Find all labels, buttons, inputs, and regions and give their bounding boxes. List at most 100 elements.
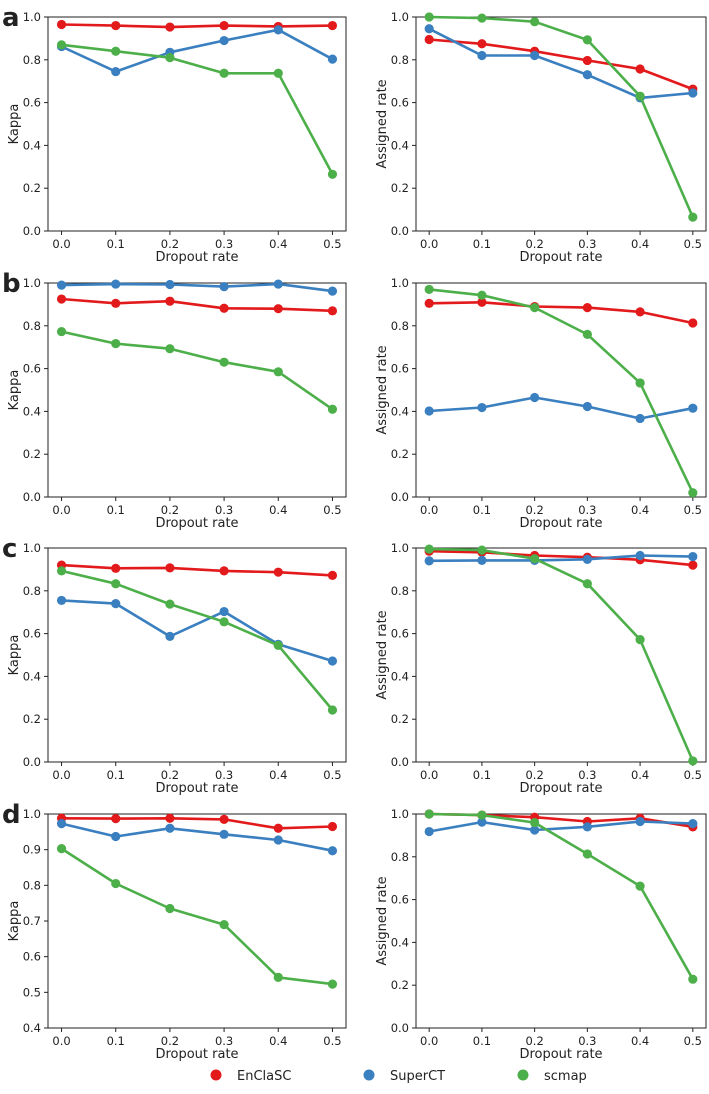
data-point-scmap — [688, 212, 698, 222]
x-tick-label: 0.2 — [161, 503, 179, 517]
y-tick-label: 0.2 — [391, 712, 409, 726]
chart-5: 0.0 0.2 0.4 0.6 0.8 1.0 0.0 0.1 0.2 0.3 0.4 0.5 Drop… — [7, 541, 347, 796]
y-tick-label: 0.0 — [391, 490, 409, 504]
series-enclasc — [424, 297, 698, 328]
data-point-superct — [477, 402, 487, 413]
data-point-scmap — [530, 817, 540, 828]
x-tick-label: 0.0 — [52, 768, 70, 782]
data-point-scmap — [530, 303, 540, 313]
series-line-superct — [60, 28, 334, 73]
x-axis-label: Dropout rate — [519, 516, 602, 531]
series-line-enclasc — [429, 300, 694, 325]
series-line-scmap — [429, 288, 694, 494]
y-tick-label: 0.2 — [23, 712, 41, 726]
y-tick-label: 0.2 — [391, 978, 409, 992]
x-tick-label: 0.1 — [473, 1034, 491, 1048]
series-superct — [424, 816, 698, 837]
y-tick-label: 0.8 — [391, 319, 409, 333]
data-point-scmap — [477, 810, 487, 820]
y-axis-label: Kappa — [7, 901, 22, 942]
plot-frame — [415, 547, 707, 763]
series-line-enclasc — [61, 297, 333, 313]
data-point-scmap — [273, 972, 283, 982]
data-point-scmap — [635, 634, 645, 645]
y-axis-label: Assigned rate — [375, 876, 390, 965]
data-point-superct — [327, 54, 338, 64]
plot-frame — [47, 813, 347, 1029]
y-tick-label: 0.0 — [391, 224, 409, 238]
y-tick-label: 1.0 — [391, 541, 409, 555]
y-tick-label: 0.4 — [391, 669, 409, 683]
x-tick-label: 0.3 — [578, 1034, 596, 1048]
data-point-scmap — [273, 68, 283, 78]
data-point-scmap — [327, 705, 338, 715]
y-tick-label: 0.6 — [23, 950, 41, 964]
x-axis-label: Dropout rate — [155, 516, 238, 531]
series-scmap — [424, 544, 698, 766]
x-tick-label: 0.1 — [107, 1034, 125, 1048]
legend-label-enclasc: EnClaSC — [237, 1069, 291, 1084]
legend-label-scmap: scmap — [544, 1069, 587, 1084]
data-point-scmap — [635, 378, 645, 388]
y-tick-label: 0.4 — [391, 138, 409, 152]
data-point-superct — [582, 822, 592, 832]
data-point-scmap — [688, 756, 698, 766]
data-point-superct — [219, 35, 229, 46]
data-point-scmap — [530, 554, 540, 564]
data-point-scmap — [165, 599, 175, 609]
series-line-enclasc — [61, 23, 333, 29]
y-tick-label: 0.0 — [23, 755, 41, 769]
plot-frame — [47, 282, 347, 498]
panel-letters: a b c d — [2, 3, 21, 830]
x-axis-label: Dropout rate — [519, 250, 602, 265]
data-point-scmap — [688, 488, 698, 498]
x-axis-label: Dropout rate — [155, 1047, 238, 1062]
legend-marker-scmap — [517, 1069, 529, 1081]
data-point-enclasc — [111, 814, 121, 824]
legend-item-enclasc: EnClaSC — [210, 1069, 291, 1084]
series-line-enclasc — [61, 816, 333, 830]
series-line-superct — [61, 822, 333, 852]
data-point-scmap — [165, 344, 175, 354]
data-point-scmap — [582, 35, 592, 45]
data-point-superct — [477, 555, 487, 566]
y-axis-label: Kappa — [7, 635, 22, 676]
y-tick-label: 0.4 — [23, 404, 41, 418]
x-tick-label: 0.5 — [684, 768, 702, 782]
data-point-scmap — [424, 544, 434, 554]
data-point-superct — [111, 66, 121, 77]
y-tick-label: 0.4 — [23, 1021, 41, 1035]
x-tick-label: 0.2 — [525, 768, 543, 782]
data-point-superct — [165, 823, 175, 833]
x-tick-label: 0.3 — [578, 237, 596, 251]
data-point-scmap — [688, 974, 698, 984]
data-point-superct — [688, 551, 698, 562]
data-point-enclasc — [688, 318, 698, 328]
data-point-superct — [219, 282, 229, 292]
series-line-scmap — [429, 547, 694, 762]
y-tick-label: 0.6 — [23, 627, 41, 641]
data-point-superct — [688, 819, 698, 829]
data-point-scmap — [56, 566, 67, 576]
data-point-scmap — [219, 919, 229, 930]
series-line-scmap — [61, 330, 334, 411]
series-scmap — [56, 843, 338, 989]
data-point-superct — [273, 835, 283, 845]
plot-frame — [47, 547, 347, 763]
series-scmap — [424, 12, 698, 222]
data-point-scmap — [219, 617, 229, 627]
series-line-scmap — [61, 569, 334, 711]
y-tick-label: 0.8 — [23, 53, 41, 67]
x-axis-label: Dropout rate — [155, 250, 238, 265]
data-point-superct — [327, 656, 338, 666]
series-line-enclasc — [61, 563, 333, 577]
plot-frame — [415, 282, 707, 498]
data-point-enclasc — [327, 821, 338, 832]
data-point-scmap — [477, 290, 487, 300]
y-tick-label: 0.6 — [391, 362, 409, 376]
series-scmap — [56, 566, 338, 715]
data-point-scmap — [424, 284, 434, 295]
charts: 0.0 0.2 0.4 0.6 0.8 1.0 0.0 0.1 0.2 0.3 0.4 0.5 Drop… — [7, 10, 707, 1062]
data-point-enclasc — [688, 560, 698, 570]
y-tick-label: 0.2 — [23, 447, 41, 461]
